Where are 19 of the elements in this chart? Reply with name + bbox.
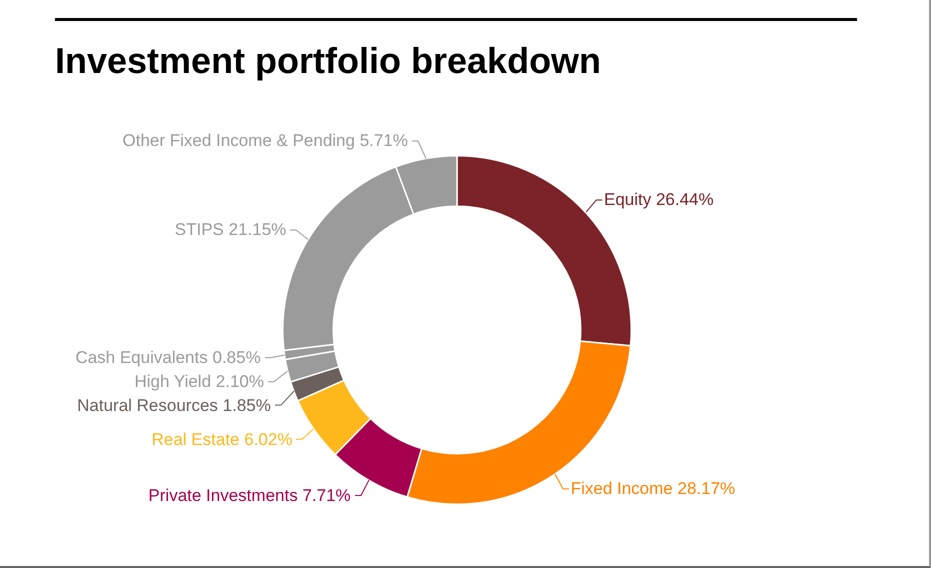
- chart-title: Investment portfolio breakdown: [55, 40, 602, 82]
- slice-label: Natural Resources: [77, 396, 218, 414]
- slice-label: Private Investments: [148, 486, 298, 505]
- data-label: 7.71%: [302, 486, 351, 505]
- data-label: 5.71%: [360, 130, 408, 150]
- slice-label: Cash Equivalents: [75, 348, 208, 366]
- data-label: 28.17%: [677, 479, 736, 498]
- data-label: 26.44%: [656, 190, 714, 210]
- data-label: 2.10%: [216, 372, 264, 390]
- data-label: 0.85%: [212, 348, 261, 366]
- data-label: 1.85%: [222, 396, 271, 414]
- slice-label: Real Estate: [152, 430, 240, 449]
- data-label: 6.02%: [244, 430, 292, 449]
- slice-label: Fixed Income: [570, 479, 673, 498]
- slice-label: Equity: [604, 190, 652, 210]
- data-label: 21.15%: [228, 220, 286, 239]
- slice-label: STIPS: [174, 220, 224, 239]
- slice-label: High Yield: [134, 372, 212, 390]
- slice-label: Other Fixed Income & Pending: [122, 130, 355, 150]
